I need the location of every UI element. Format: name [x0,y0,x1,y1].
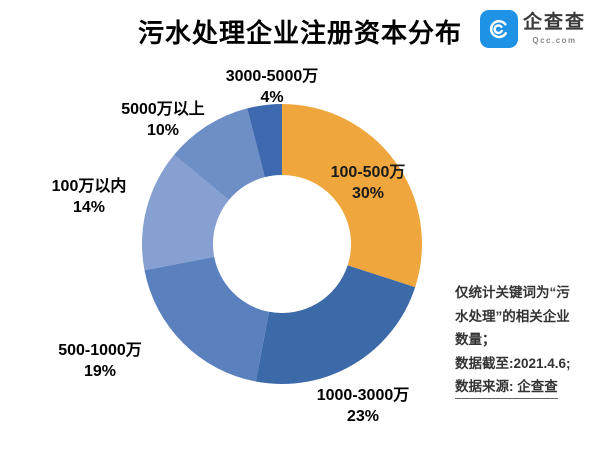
segment-name: 100-500万 [330,164,406,181]
qcc-logo: 企查查 Qcc.com [479,10,586,48]
qcc-logo-domain: Qcc.com [532,36,577,45]
note-line: 数量； [455,332,496,347]
qcc-logo-icon [479,10,518,48]
donut-segment-0 [282,104,423,288]
segment-pct: 4% [260,89,284,106]
segment-label-5000-plus: 5000万以上 10% [121,99,205,141]
note-line: 数据来源: 企查查 [455,375,600,399]
segment-name: 1000-3000万 [316,387,410,404]
segment-pct: 14% [72,199,106,216]
segment-name: 5000万以上 [121,101,205,118]
donut-segment-1 [255,265,416,384]
note-line: 仅统计关键词为“污 [455,285,570,300]
segment-pct: 30% [351,185,385,202]
segment-name: 100万以内 [51,178,127,195]
donut-segment-4 [174,108,265,201]
note-source-line: 数据来源: 企查查 [455,377,558,399]
segment-name: 3000-5000万 [225,68,319,85]
note-line: 水处理”的相关企业 [455,308,570,324]
donut-segment-5 [247,104,282,178]
data-note: 仅统计关键词为“污 水处理”的相关企业 数量； 数据截至:2021.4.6; 数… [455,281,600,399]
segment-name: 500-1000万 [58,342,142,359]
donut-segment-2 [144,256,270,382]
segment-label-100-500: 100-500万 30% [331,162,406,204]
chart-title: 污水处理企业注册资本分布 [137,18,462,48]
qcc-logo-name: 企查查 [522,12,586,33]
note-line: 数据截至:2021.4.6; [455,355,571,371]
segment-label-500-1000: 500-1000万 19% [58,340,142,382]
segment-pct: 23% [346,408,380,425]
segment-pct: 19% [83,363,117,380]
donut-segment-3 [142,154,229,271]
segment-label-3000-5000: 3000-5000万 4% [226,66,319,108]
segment-pct: 10% [146,122,180,139]
qcc-logo-text: 企查查 Qcc.com [523,10,586,45]
segment-label-100-within: 100万以内 14% [52,176,127,218]
segment-label-1000-3000: 1000-3000万 23% [317,385,410,427]
